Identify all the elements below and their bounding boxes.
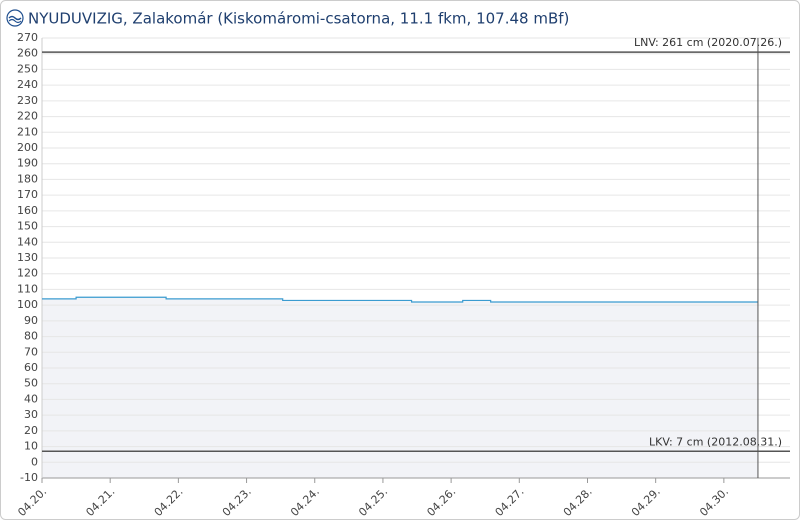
y-tick-label: 130 [17,251,38,264]
y-tick-label: 120 [17,267,38,280]
y-tick-label: 100 [17,298,38,311]
y-tick-label: 30 [24,408,38,421]
y-tick-label: 260 [17,47,38,60]
line [42,296,758,303]
y-tick-label: 210 [17,125,38,138]
y-tick-label: 10 [24,440,38,453]
y-tick-label: 200 [17,141,38,154]
y-tick-label: 150 [17,220,38,233]
y-tick-label: 40 [24,392,38,405]
reference-label: LNV: 261 cm (2020.07.26.) [634,36,782,49]
y-tick-label: 90 [24,314,38,327]
y-tick-label: 230 [17,94,38,107]
y-tick-label: 0 [31,455,38,468]
area [42,297,758,478]
y-tick-label: 140 [17,235,38,248]
y-tick-label: 50 [24,377,38,390]
y-tick-label: 160 [17,204,38,217]
y-tick-label: 80 [24,330,38,343]
reference-label: LKV: 7 cm (2012.08.31.) [649,435,782,448]
y-tick-label: 270 [17,31,38,44]
y-tick-label: 170 [17,188,38,201]
chart-title: NYUDUVIZIG, Zalakomár (Kiskomáromi-csato… [28,10,569,28]
y-tick-label: 70 [24,345,38,358]
logo [6,9,24,27]
y-tick-label: 60 [24,361,38,374]
y-tick-label: -10 [20,471,38,484]
y-tick-label: 220 [17,110,38,123]
y-tick-label: 240 [17,78,38,91]
y-tick-label: 110 [17,282,38,295]
y-tick-label: 190 [17,157,38,170]
y-tick-label: 250 [17,62,38,75]
y-tick-label: 20 [24,424,38,437]
y-tick-label: 180 [17,172,38,185]
